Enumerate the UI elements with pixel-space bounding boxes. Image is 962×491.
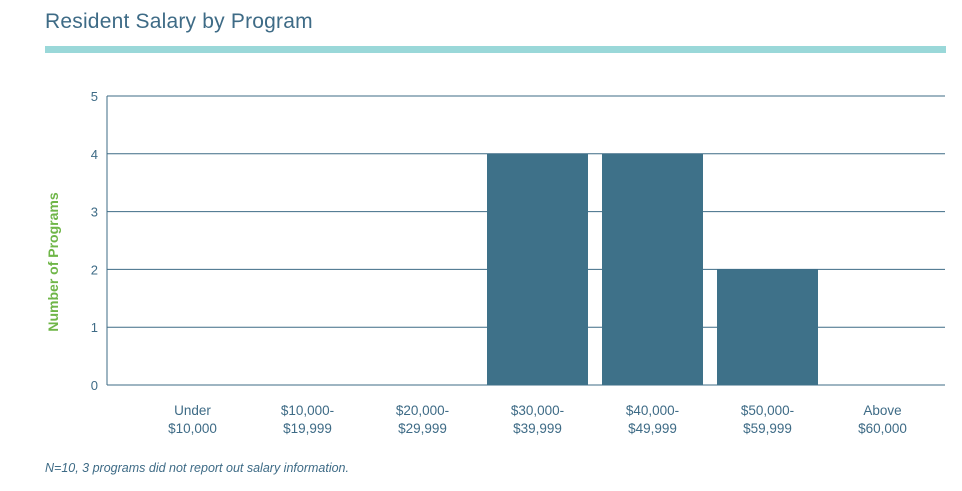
bar — [602, 153, 703, 385]
footnote: N=10, 3 programs did not report out sala… — [45, 461, 349, 475]
y-tick-label: 0 — [91, 378, 98, 393]
y-tick-label: 1 — [91, 320, 98, 335]
x-tick-label: $20,000- — [396, 403, 449, 418]
x-tick-label: $10,000- — [281, 403, 334, 418]
title-rule — [45, 46, 946, 53]
y-axis-label: Number of Programs — [45, 192, 61, 331]
x-tick-label: $59,999 — [743, 421, 792, 436]
chart-title: Resident Salary by Program — [45, 10, 313, 33]
y-tick-label: 5 — [91, 89, 98, 104]
bar — [487, 153, 588, 385]
y-tick-labels: 0 1 2 3 4 5 — [91, 89, 98, 393]
bar — [717, 269, 818, 385]
x-tick-label: $39,999 — [513, 421, 562, 436]
x-tick-label: $30,000- — [511, 403, 564, 418]
x-tick-labels: Under $10,000 $10,000- $19,999 $20,000- $29,9… — [168, 403, 907, 436]
x-tick-label: $40,000- — [626, 403, 679, 418]
x-tick-label: $10,000 — [168, 421, 217, 436]
y-tick-label: 2 — [91, 262, 98, 277]
x-tick-label: $60,000 — [858, 421, 907, 436]
y-tick-label: 4 — [91, 147, 98, 162]
x-tick-label: $50,000- — [741, 403, 794, 418]
bars — [487, 153, 818, 385]
y-tick-label: 3 — [91, 205, 98, 220]
x-tick-label: Under — [174, 403, 211, 418]
x-tick-label: $49,999 — [628, 421, 677, 436]
x-tick-label: Above — [863, 403, 901, 418]
x-tick-label: $29,999 — [398, 421, 447, 436]
x-tick-label: $19,999 — [283, 421, 332, 436]
